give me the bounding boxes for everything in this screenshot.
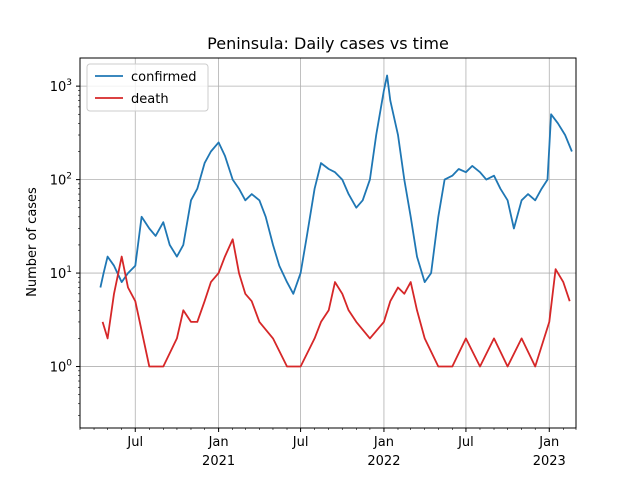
y-tick-exponent: 1 [66,265,72,275]
x-tick-year-label: 2022 [367,454,400,469]
x-tick-label: Jul [126,435,143,450]
y-tick-label: 101 [50,265,72,282]
legend-label-death: death [131,92,169,107]
x-tick-label: Jul [457,435,474,450]
plot-series [99,74,573,368]
grid [80,58,576,428]
legend-label-confirmed: confirmed [131,70,197,85]
x-tick-label: Jan [208,435,229,450]
y-tick-exponent: 0 [66,359,72,369]
x-tick-label: Jan [538,435,559,450]
series-line-death [101,238,571,368]
x-tick-label: Jul [292,435,309,450]
chart-title: Peninsula: Daily cases vs time [207,34,449,53]
y-tick-label: 102 [50,172,72,189]
x-tick-label: Jan [373,435,394,450]
y-tick-label: 103 [50,78,72,95]
plot-frame [79,57,577,429]
legend: confirmed death [86,63,209,112]
x-tick-year-label: 2023 [533,454,566,469]
x-tick-year-label: 2021 [202,454,235,469]
y-axis-label: Number of cases [25,187,40,297]
y-tick-label: 100 [50,359,73,376]
y-tick-exponent: 3 [66,78,72,88]
series-line-confirmed [99,74,573,295]
y-tick-exponent: 2 [66,172,72,182]
